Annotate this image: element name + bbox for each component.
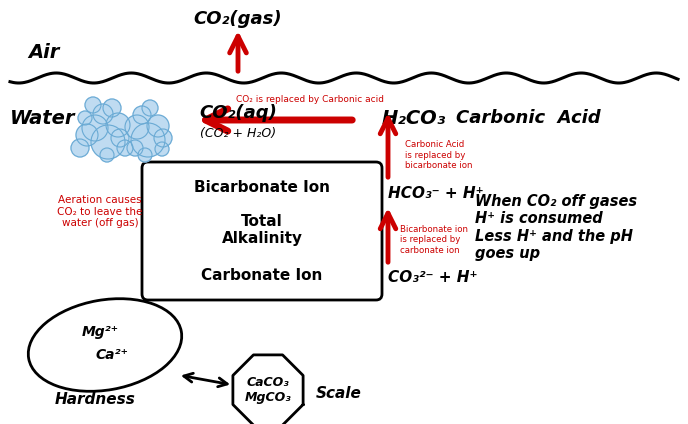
Circle shape <box>147 115 169 137</box>
Text: (CO₂ + H₂O): (CO₂ + H₂O) <box>200 126 276 139</box>
Circle shape <box>82 115 108 141</box>
Circle shape <box>127 140 143 156</box>
Text: Alkalinity: Alkalinity <box>222 231 303 245</box>
Circle shape <box>78 111 92 125</box>
Text: Carbonic  Acid: Carbonic Acid <box>456 109 601 127</box>
Text: Bicarbonate Ion: Bicarbonate Ion <box>194 179 330 195</box>
Ellipse shape <box>28 298 182 391</box>
Circle shape <box>93 104 113 124</box>
Text: Carbonic Acid
is replaced by
bicarbonate ion: Carbonic Acid is replaced by bicarbonate… <box>405 140 473 170</box>
Circle shape <box>117 140 133 156</box>
Circle shape <box>142 100 158 116</box>
Text: Air: Air <box>28 42 59 61</box>
Text: Total: Total <box>241 214 283 229</box>
Text: Carbonate Ion: Carbonate Ion <box>202 268 323 282</box>
Circle shape <box>103 99 121 117</box>
Circle shape <box>154 129 172 147</box>
Text: CO₂(gas): CO₂(gas) <box>194 10 282 28</box>
Circle shape <box>111 129 129 147</box>
Text: Bicarbonate ion
is replaced by
carbonate ion: Bicarbonate ion is replaced by carbonate… <box>400 225 468 255</box>
Circle shape <box>91 125 125 159</box>
Circle shape <box>76 124 98 146</box>
Text: Hardness: Hardness <box>54 393 136 407</box>
Text: Scale: Scale <box>316 385 362 401</box>
Circle shape <box>125 115 149 139</box>
Circle shape <box>138 148 152 162</box>
Text: Mg²⁺: Mg²⁺ <box>81 325 118 339</box>
Circle shape <box>106 113 130 137</box>
Text: CaCO₃: CaCO₃ <box>246 377 290 390</box>
Text: MgCO₃: MgCO₃ <box>245 391 292 404</box>
Circle shape <box>85 97 101 113</box>
Text: HCO₃⁻ + H⁺: HCO₃⁻ + H⁺ <box>388 187 484 201</box>
Circle shape <box>100 148 114 162</box>
Text: CO₃²⁻ + H⁺: CO₃²⁻ + H⁺ <box>388 271 477 285</box>
Text: CO₂ is replaced by Carbonic acid: CO₂ is replaced by Carbonic acid <box>236 95 384 104</box>
Circle shape <box>131 123 165 157</box>
Circle shape <box>133 106 151 124</box>
Text: When CO₂ off gases
H⁺ is consumed
Less H⁺ and the pH
goes up: When CO₂ off gases H⁺ is consumed Less H… <box>475 194 637 261</box>
FancyBboxPatch shape <box>142 162 382 300</box>
Text: CO₂(aq): CO₂(aq) <box>199 104 277 122</box>
Circle shape <box>155 142 169 156</box>
Text: Ca²⁺: Ca²⁺ <box>96 348 129 362</box>
Polygon shape <box>233 355 303 424</box>
Text: Aeration causes
CO₂ to leave the
water (off gas): Aeration causes CO₂ to leave the water (… <box>57 195 142 228</box>
Circle shape <box>71 139 89 157</box>
Text: Water: Water <box>10 109 76 128</box>
Text: H₂CO₃: H₂CO₃ <box>382 109 447 128</box>
